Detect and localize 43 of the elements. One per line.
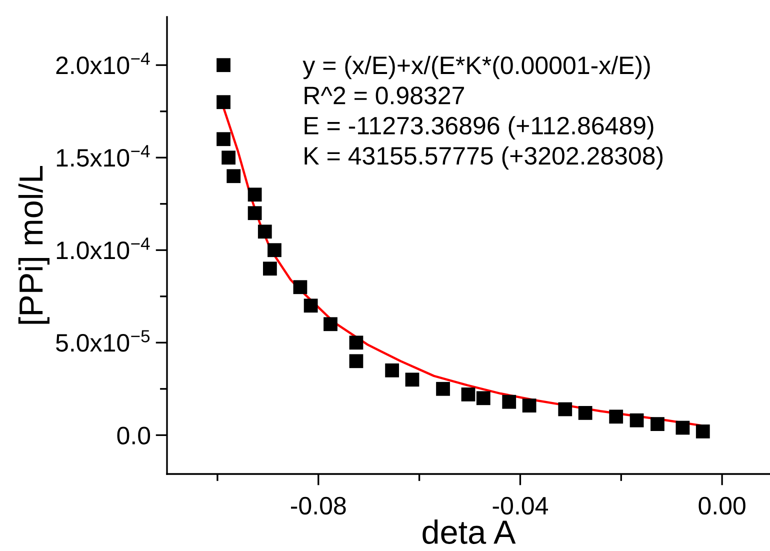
point [436, 382, 450, 396]
point [216, 132, 230, 146]
y-tick-label: 2.0x10$^{−4}$ [56, 52, 150, 74]
point [696, 424, 710, 438]
point [558, 402, 572, 416]
annotation: K = 43155.57775 (+3202.28308) [304, 146, 663, 170]
point [676, 420, 690, 435]
point [216, 95, 230, 110]
point [349, 354, 364, 368]
x-tick-label: 0.00 [698, 496, 746, 515]
point [258, 224, 272, 239]
annotation: R^2 = 0.98327 [304, 86, 464, 104]
point [578, 406, 592, 420]
point [293, 280, 308, 294]
y-axis-title: [PPi] mol/L [18, 166, 50, 324]
x-axis-title: deta A [422, 520, 516, 544]
point [262, 262, 277, 276]
point [476, 391, 490, 406]
point [248, 206, 262, 220]
y-tick-label: 1.0x10$^{−4}$ [56, 238, 150, 260]
point [385, 363, 399, 378]
point [222, 150, 236, 165]
point [268, 243, 282, 258]
point [226, 169, 241, 184]
y-tick-label: 1.5x10$^{−4}$ [56, 145, 150, 167]
annotation: y = (x/E)+x/(E*K*(0.00001-x/E)) [302, 56, 650, 80]
x-tick-label: -0.04 [492, 496, 548, 515]
point [522, 398, 536, 412]
point [502, 394, 516, 409]
point [248, 188, 262, 202]
point [304, 298, 318, 313]
point [609, 410, 624, 424]
point [324, 317, 338, 332]
point [349, 336, 364, 350]
point [216, 58, 230, 72]
point [461, 387, 476, 402]
point [405, 372, 420, 387]
point [630, 413, 644, 428]
y-tick-label: 5.0x10$^{−5}$ [56, 330, 150, 352]
y-tick-label: 0.0 [117, 426, 150, 444]
point [650, 417, 664, 431]
annotation: E = -11273.36896 (+112.86489) [304, 116, 654, 140]
x-tick-label: -0.08 [291, 496, 346, 515]
